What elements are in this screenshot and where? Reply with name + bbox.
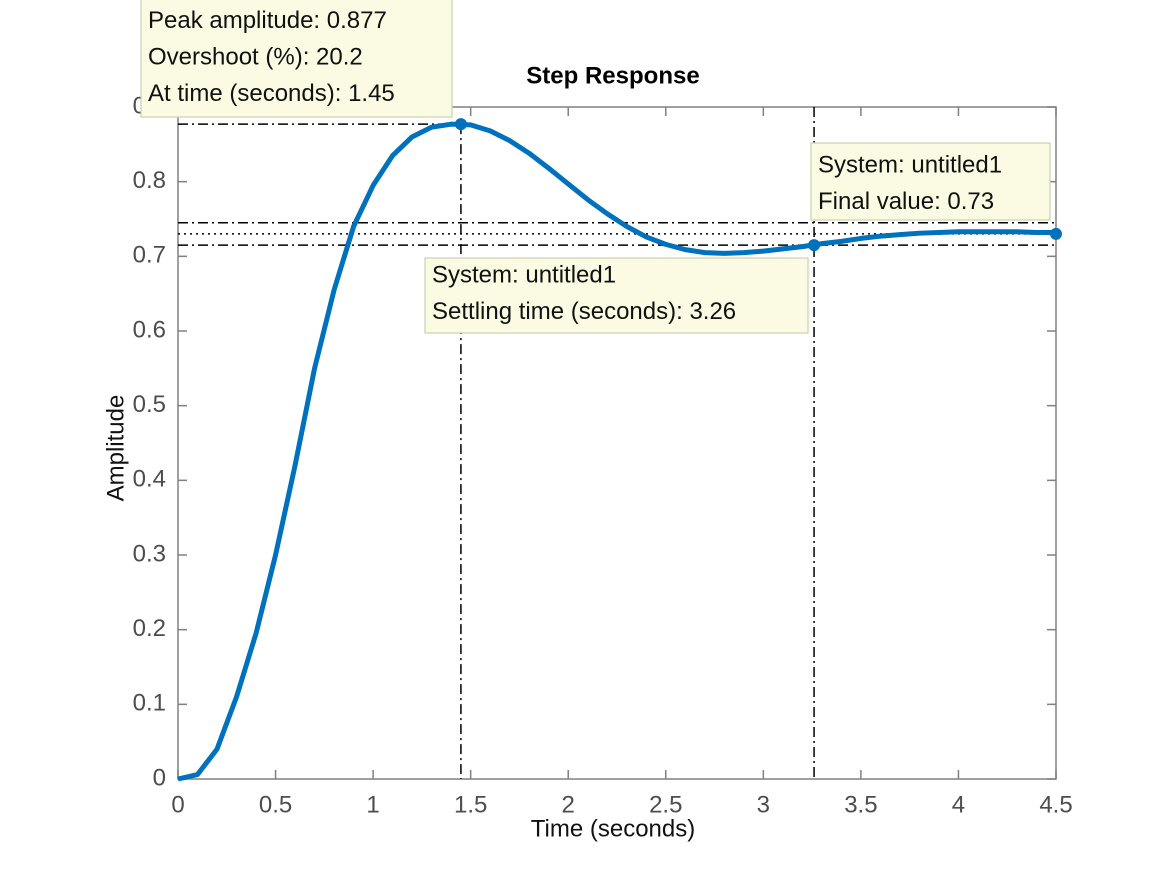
datatip-text: System: untitled1 — [432, 261, 616, 288]
chart-title: Step Response — [526, 62, 699, 89]
y-tick-label: 0.6 — [133, 316, 166, 343]
datatip-text: At time (seconds): 1.45 — [148, 80, 395, 107]
y-tick-label: 0.5 — [133, 391, 166, 418]
y-tick-label: 0.1 — [133, 690, 166, 717]
x-tick-label: 0 — [171, 791, 184, 818]
y-tick-label: 0.4 — [133, 466, 166, 493]
y-tick-label: 0.3 — [133, 540, 166, 567]
y-tick-label: 0.7 — [133, 242, 166, 269]
y-axis-label: Amplitude — [102, 395, 129, 502]
datatip-text: Settling time (seconds): 3.26 — [432, 298, 736, 325]
datatip-box — [424, 257, 809, 334]
response-line — [177, 121, 1056, 782]
datatip-marker — [454, 118, 467, 131]
datatip-text: Peak amplitude: 0.877 — [148, 7, 387, 34]
x-tick-label: 1.5 — [454, 791, 487, 818]
y-tick-label: 0.2 — [133, 615, 166, 642]
datatip-box — [140, 0, 453, 118]
x-tick-label: 3.5 — [844, 791, 877, 818]
x-tick-label: 1 — [366, 791, 379, 818]
x-axis-label: Time (seconds) — [531, 815, 695, 842]
x-tick-label: 4.5 — [1039, 791, 1072, 818]
datatip-text: System: untitled1 — [818, 151, 1002, 178]
datatip-text: Overshoot (%): 20.2 — [148, 43, 363, 70]
x-tick-label: 2 — [562, 791, 575, 818]
datatip-marker — [1050, 227, 1062, 240]
x-tick-label: 0.5 — [259, 791, 292, 818]
datatip-marker — [808, 239, 821, 252]
y-tick-label: 0 — [153, 764, 166, 791]
x-tick-label: 2.5 — [649, 791, 682, 818]
x-tick-label: 3 — [757, 791, 770, 818]
x-tick-label: 4 — [952, 791, 965, 818]
datatip-box — [810, 142, 1051, 221]
y-tick-label: 0.8 — [133, 167, 166, 194]
datatip-text: Final value: 0.73 — [818, 188, 994, 215]
